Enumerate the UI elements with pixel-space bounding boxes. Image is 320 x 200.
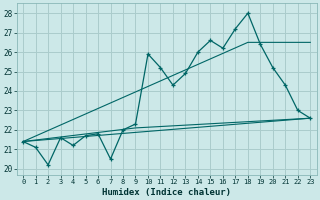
X-axis label: Humidex (Indice chaleur): Humidex (Indice chaleur) [102, 188, 231, 197]
